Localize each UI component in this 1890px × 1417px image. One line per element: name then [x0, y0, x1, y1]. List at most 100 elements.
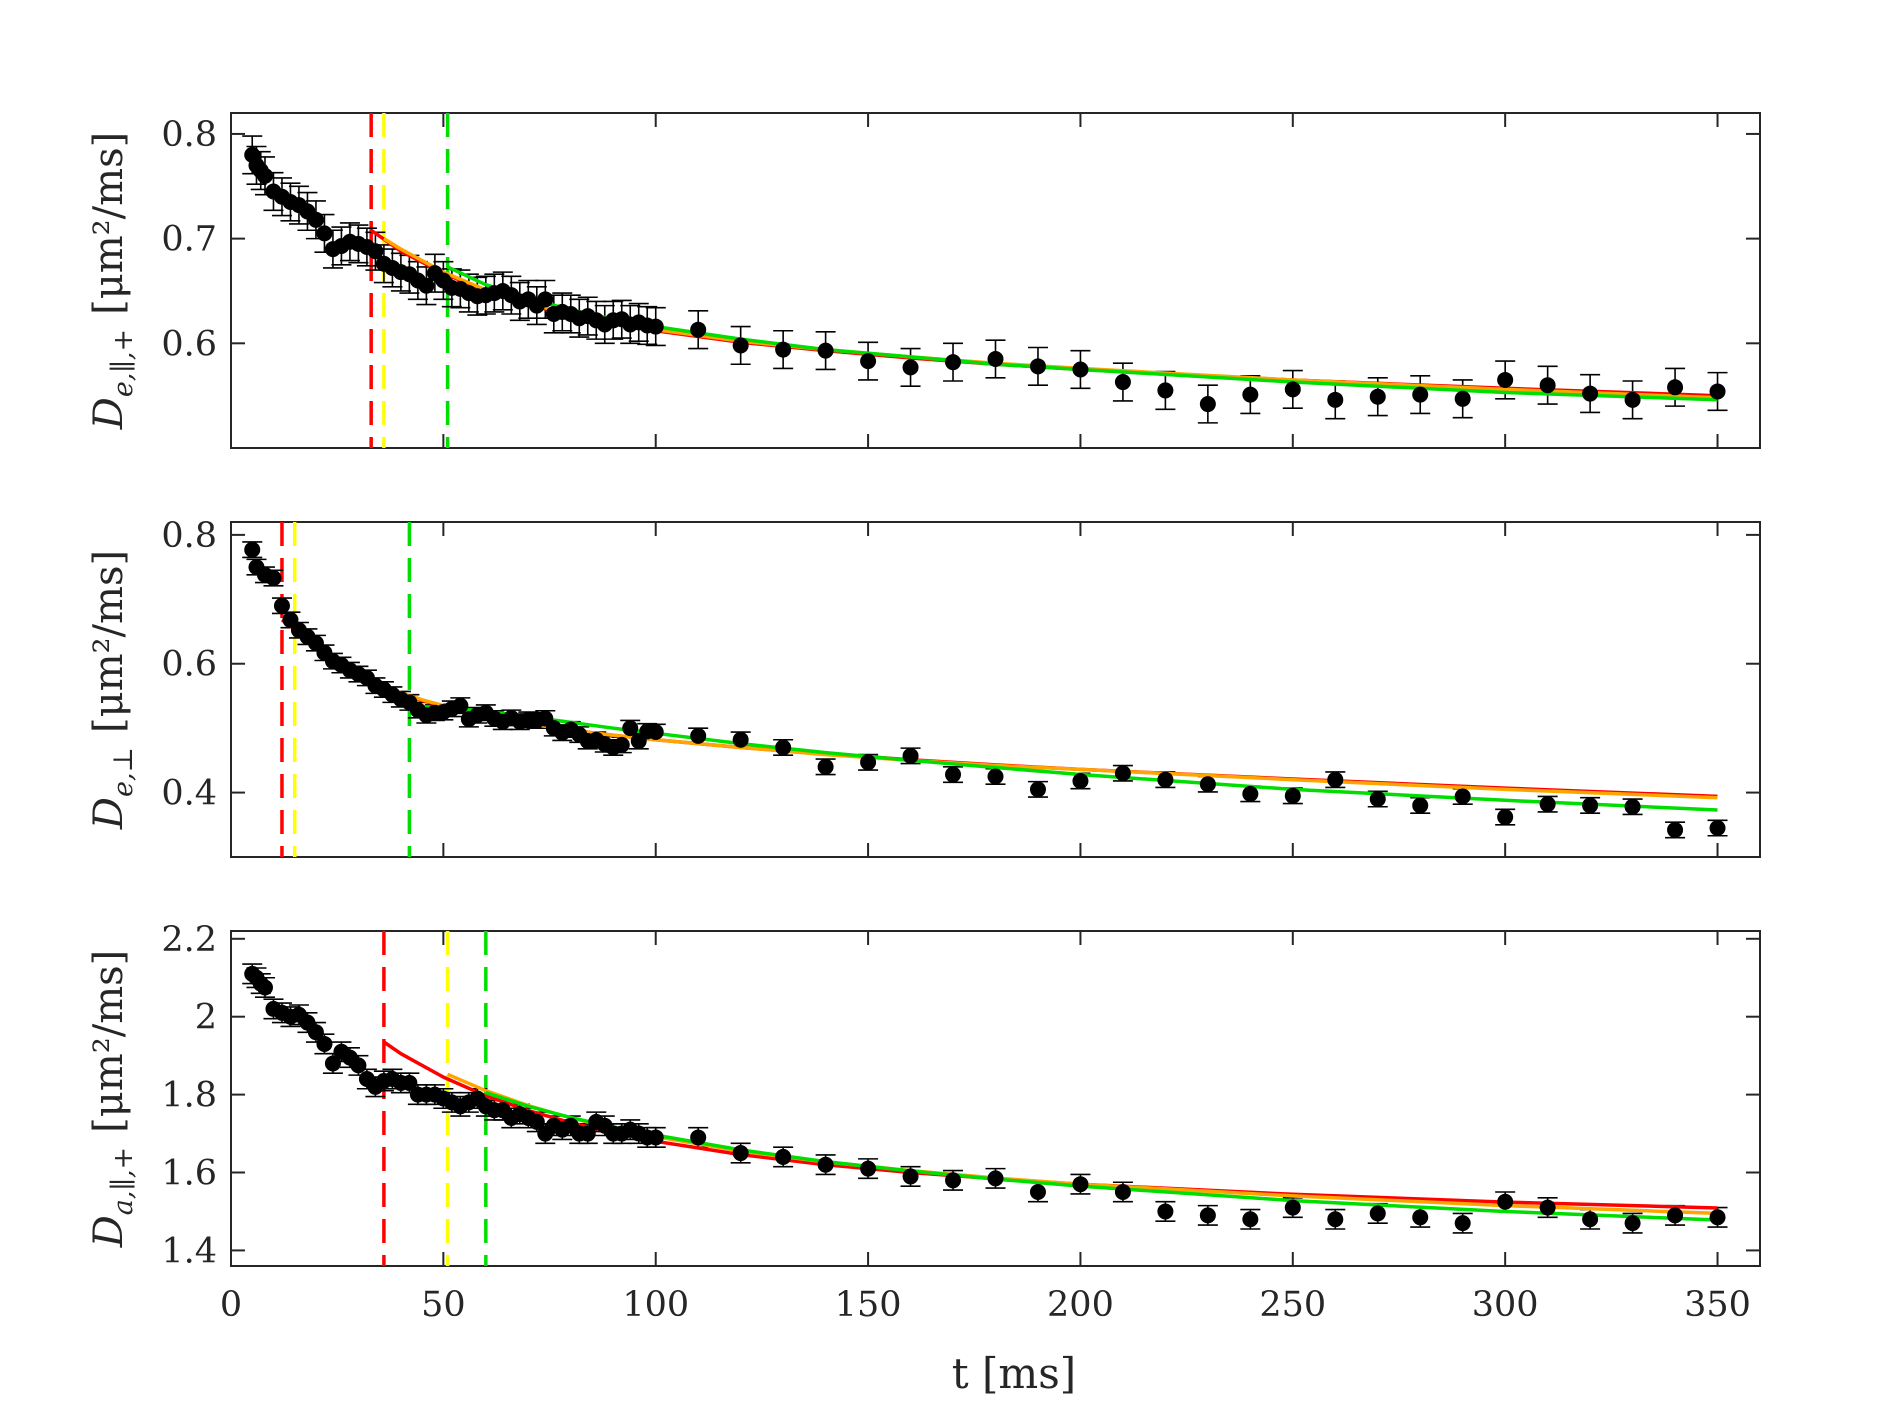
y-tick-label: 1.8 [161, 1076, 217, 1116]
data-point [1029, 781, 1046, 798]
data-point [1199, 1207, 1216, 1224]
axes-box-middle [230, 521, 1761, 858]
data-point [987, 351, 1004, 368]
data-point [256, 167, 273, 184]
data-point [1327, 771, 1344, 788]
data-point [1454, 390, 1471, 407]
y-tick-label: 0.4 [161, 774, 217, 814]
axes-box-top [230, 112, 1761, 449]
panel-top: 0.6 0.7 0.8 De,∥,+ [μm²/ms] [86, 112, 1761, 449]
data-point [1709, 1209, 1726, 1226]
data-point [945, 1172, 962, 1189]
data-point [647, 1129, 664, 1146]
y-tick-label: 0.7 [161, 220, 217, 260]
x-tick-label: 200 [1047, 1285, 1114, 1325]
data-point [418, 277, 435, 294]
data-point [690, 727, 707, 744]
data-point [1029, 1183, 1046, 1200]
data-point [945, 766, 962, 783]
data-point [273, 597, 290, 614]
data-point [1624, 391, 1641, 408]
data-point [1582, 385, 1599, 402]
data-point [1157, 1203, 1174, 1220]
data-point [244, 541, 261, 558]
data-point [1157, 771, 1174, 788]
data-point [528, 1113, 545, 1130]
data-point [1284, 1199, 1301, 1216]
panel-bottom: 1.4 1.6 1.8 2 2.2 0 50 100 150 200 250 300 350 Da,∥,+… [86, 920, 1761, 1325]
data-point [1539, 377, 1556, 394]
data-point [1114, 765, 1131, 782]
y-tick-label: 0.8 [161, 115, 217, 155]
data-point [817, 758, 834, 775]
data-point [902, 359, 919, 376]
data-point [1667, 1207, 1684, 1224]
data-point [1539, 796, 1556, 813]
data-point [775, 739, 792, 756]
y-axis-label: Da,∥,+ [μm²/ms] [86, 950, 139, 1249]
data-point [1497, 809, 1514, 826]
data-point [1199, 396, 1216, 413]
data-point [537, 291, 554, 308]
x-axis-label: t [ms] [952, 1349, 1076, 1398]
y-axis-label-subscript: e,⊥ [108, 747, 139, 797]
data-point [647, 318, 664, 335]
data-point [316, 1035, 333, 1052]
data-point [1582, 797, 1599, 814]
data-point [307, 211, 324, 228]
data-point [1709, 383, 1726, 400]
data-point [775, 1148, 792, 1165]
plot-area [242, 931, 1728, 1266]
y-tick-label: 1.6 [161, 1154, 217, 1194]
y-tick-label: 1.4 [161, 1231, 217, 1271]
y-axis-label-unit: [μm²/ms] [86, 950, 132, 1133]
y-axis-label-unit: [μm²/ms] [86, 132, 132, 315]
data-point [1412, 386, 1429, 403]
data-point [1072, 772, 1089, 789]
x-tick-label: 250 [1259, 1285, 1326, 1325]
plot-area [242, 522, 1728, 857]
data-point [1454, 1215, 1471, 1232]
data-point [987, 1170, 1004, 1187]
data-point [1114, 374, 1131, 391]
y-tick-label: 2 [195, 998, 217, 1038]
data-point [1624, 798, 1641, 815]
data-point [1667, 379, 1684, 396]
data-point [1624, 1215, 1641, 1232]
data-point [1454, 788, 1471, 805]
data-point [1327, 391, 1344, 408]
y-tick-label: 0.6 [161, 324, 217, 364]
data-point [1029, 358, 1046, 375]
x-tick-label: 50 [421, 1285, 466, 1325]
data-point [860, 754, 877, 771]
data-point [316, 225, 333, 242]
x-tick-label: 350 [1684, 1285, 1751, 1325]
y-axis-label: De,⊥ [μm²/ms] [86, 550, 139, 830]
y-axis-label-symbol: D [86, 797, 132, 830]
x-tick-label: 150 [835, 1285, 902, 1325]
data-point [860, 353, 877, 370]
data-point [307, 1024, 324, 1041]
data-point [1327, 1211, 1344, 1228]
data-point [1072, 1176, 1089, 1193]
data-point [1582, 1211, 1599, 1228]
data-point [732, 731, 749, 748]
data-point [1369, 791, 1386, 808]
data-point [1412, 1209, 1429, 1226]
data-point [1369, 388, 1386, 405]
data-point [860, 1160, 877, 1177]
data-point [1284, 787, 1301, 804]
y-tick-label: 0.6 [161, 645, 217, 685]
data-point [945, 354, 962, 371]
data-point [1114, 1183, 1131, 1200]
data-point [367, 243, 384, 260]
data-point [401, 1074, 418, 1091]
data-point [1072, 361, 1089, 378]
data-point [817, 342, 834, 359]
data-point [350, 1057, 367, 1074]
x-tick-label: 100 [622, 1285, 689, 1325]
data-point [647, 724, 664, 741]
data-point [690, 321, 707, 338]
